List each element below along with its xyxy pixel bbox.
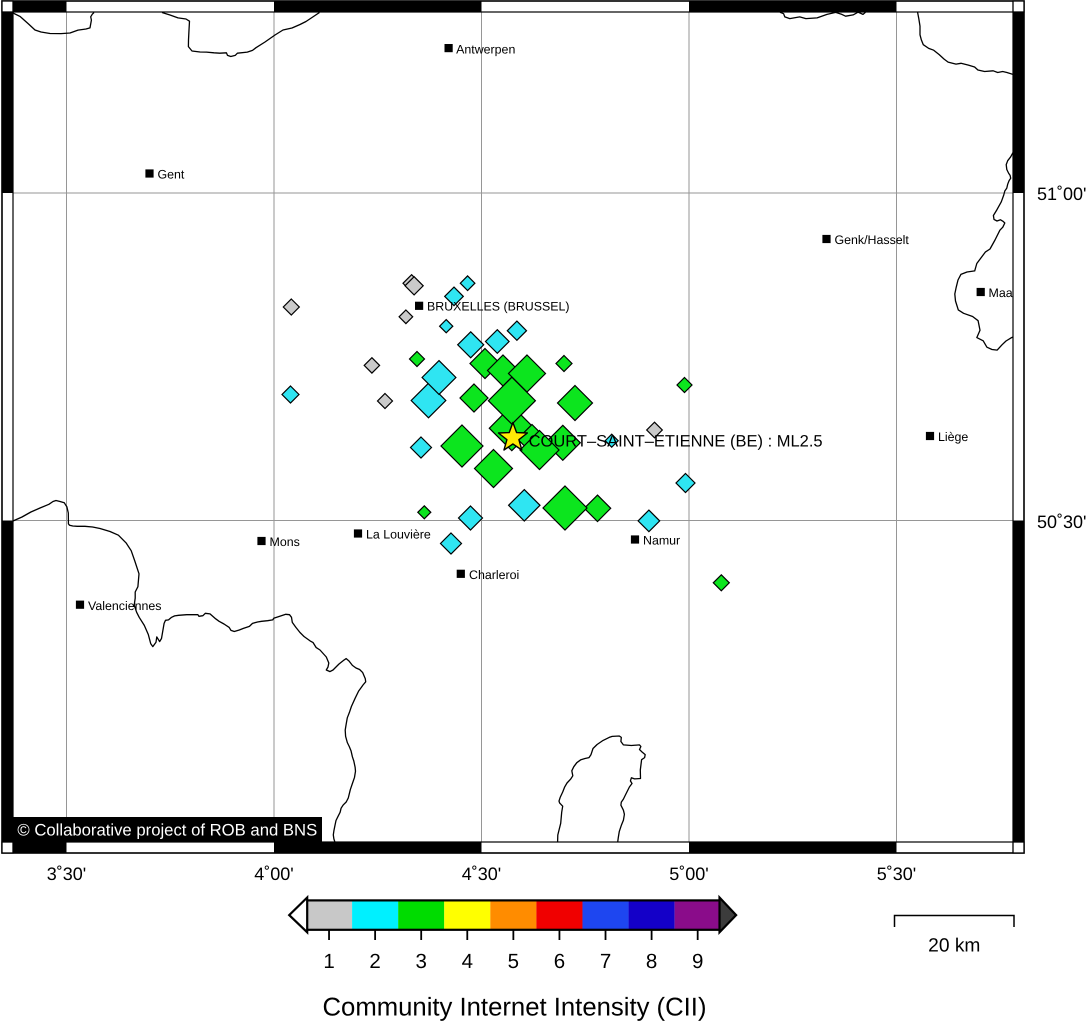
svg-text:Genk/Hasselt: Genk/Hasselt — [835, 233, 910, 247]
svg-text:7: 7 — [600, 950, 611, 973]
svg-text:50˚30': 50˚30' — [1037, 512, 1086, 532]
svg-text:6: 6 — [554, 950, 565, 973]
svg-text:3: 3 — [415, 950, 426, 973]
svg-text:1: 1 — [323, 950, 334, 973]
svg-text:5˚30': 5˚30' — [877, 864, 916, 884]
svg-text:Maastricht: Maastricht — [989, 286, 1047, 300]
svg-text:La Louvière: La Louvière — [366, 528, 431, 542]
svg-text:8: 8 — [646, 950, 657, 973]
svg-text:5: 5 — [508, 950, 519, 973]
svg-text:BRUXELLES (BRUSSEL): BRUXELLES (BRUSSEL) — [427, 300, 570, 314]
svg-text:© Collaborative project of ROB: © Collaborative project of ROB and BNS — [17, 821, 317, 840]
svg-text:20 km: 20 km — [928, 935, 980, 956]
svg-text:Mons: Mons — [270, 535, 300, 549]
svg-text:4˚00': 4˚00' — [254, 864, 293, 884]
svg-text:COURT–SAINT–ETIENNE (BE) : ML2: COURT–SAINT–ETIENNE (BE) : ML2.5 — [529, 433, 823, 451]
svg-text:Valenciennes: Valenciennes — [88, 599, 161, 613]
svg-text:Antwerpen: Antwerpen — [456, 42, 515, 56]
svg-text:Charleroi: Charleroi — [469, 568, 519, 582]
svg-text:Gent: Gent — [158, 168, 185, 182]
svg-text:51˚00': 51˚00' — [1037, 184, 1086, 204]
svg-text:Namur: Namur — [643, 534, 680, 548]
svg-text:4: 4 — [462, 950, 473, 973]
svg-text:9: 9 — [692, 950, 703, 973]
svg-text:4˚30': 4˚30' — [462, 864, 501, 884]
svg-text:Community Internet Intensity (: Community Internet Intensity (CII) — [322, 993, 706, 1021]
svg-text:2: 2 — [369, 950, 380, 973]
svg-text:5˚00': 5˚00' — [669, 864, 708, 884]
svg-text:3˚30': 3˚30' — [47, 864, 86, 884]
svg-text:Liège: Liège — [938, 430, 968, 444]
